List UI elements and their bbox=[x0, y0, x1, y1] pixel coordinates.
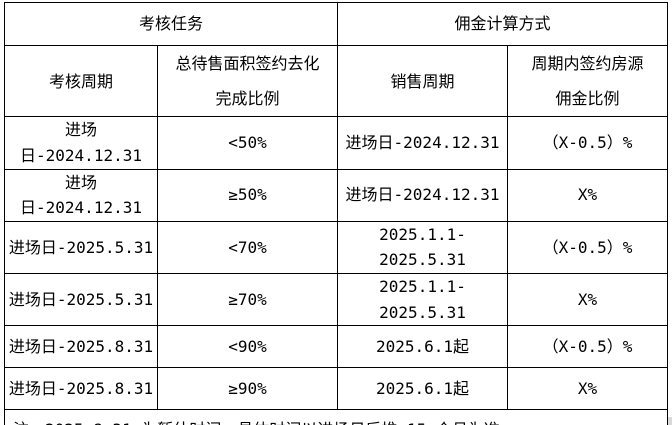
header-sales-period: 销售周期 bbox=[337, 44, 509, 118]
table-row: 进场日-2024.12.31 ≥50% 进场日-2024.12.31 X% bbox=[4, 168, 669, 222]
cell-assessment-period: 进场日-2024.12.31 bbox=[4, 168, 158, 222]
footnote-text: 注：2025.8.31 为暂估时间，具体时间以进场日后推 15 个月为准。 bbox=[3, 409, 669, 425]
table-header-row-2: 考核周期 总待售面积签约去化 完成比例 销售周期 周期内签约房源 佣金比例 bbox=[4, 44, 669, 118]
cell-commission: （X-0.5）% bbox=[507, 116, 669, 170]
header-commission-method: 佣金计算方式 bbox=[337, 2, 669, 46]
cell-completion-ratio: <50% bbox=[156, 116, 339, 170]
cell-sales-period: 2025.6.1起 bbox=[337, 325, 509, 369]
cell-sales-period: 2025.1.1-2025.5.31 bbox=[337, 220, 509, 274]
cell-completion-ratio: <70% bbox=[156, 220, 339, 274]
commission-assessment-table: 考核任务 佣金计算方式 考核周期 总待售面积签约去化 完成比例 销售周期 周期内… bbox=[3, 2, 669, 425]
cell-assessment-period: 进场日-2025.8.31 bbox=[4, 325, 158, 369]
cell-assessment-period: 进场日-2025.5.31 bbox=[4, 220, 158, 274]
cell-assessment-period: 进场日-2025.5.31 bbox=[4, 272, 158, 327]
cell-completion-ratio: ≥50% bbox=[156, 168, 339, 222]
cell-commission: X% bbox=[507, 272, 669, 327]
table-row: 进场日-2025.5.31 <70% 2025.1.1-2025.5.31 （X… bbox=[4, 220, 669, 274]
cell-commission: X% bbox=[507, 168, 669, 222]
table-row: 进场日-2025.8.31 <90% 2025.6.1起 （X-0.5）% bbox=[4, 325, 669, 369]
table-footnote-row: 注：2025.8.31 为暂估时间，具体时间以进场日后推 15 个月为准。 bbox=[3, 409, 669, 425]
cell-completion-ratio: <90% bbox=[156, 325, 339, 369]
scrollbar-edge-artifact bbox=[668, 417, 672, 425]
cell-sales-period: 进场日-2024.12.31 bbox=[337, 168, 509, 222]
table-header-row-1: 考核任务 佣金计算方式 bbox=[3, 2, 669, 46]
table-row: 进场日-2024.12.31 <50% 进场日-2024.12.31 （X-0.… bbox=[4, 116, 669, 170]
cell-assessment-period: 进场日-2024.12.31 bbox=[4, 116, 158, 170]
header-completion-ratio: 总待售面积签约去化 完成比例 bbox=[156, 44, 339, 118]
header-assessment-task: 考核任务 bbox=[3, 2, 339, 46]
cell-commission: （X-0.5）% bbox=[507, 220, 669, 274]
cell-commission: X% bbox=[507, 367, 669, 411]
cell-sales-period: 2025.6.1起 bbox=[337, 367, 509, 411]
header-commission-ratio: 周期内签约房源 佣金比例 bbox=[507, 44, 669, 118]
cell-sales-period: 2025.1.1-2025.5.31 bbox=[337, 272, 509, 327]
cell-commission: （X-0.5）% bbox=[507, 325, 669, 369]
cell-sales-period: 进场日-2024.12.31 bbox=[337, 116, 509, 170]
cell-assessment-period: 进场日-2025.8.31 bbox=[4, 367, 158, 411]
cell-completion-ratio: ≥90% bbox=[156, 367, 339, 411]
table-row: 进场日-2025.5.31 ≥70% 2025.1.1-2025.5.31 X% bbox=[4, 272, 669, 327]
cell-completion-ratio: ≥70% bbox=[156, 272, 339, 327]
table-row: 进场日-2025.8.31 ≥90% 2025.6.1起 X% bbox=[4, 367, 669, 411]
header-assessment-period: 考核周期 bbox=[4, 44, 158, 118]
